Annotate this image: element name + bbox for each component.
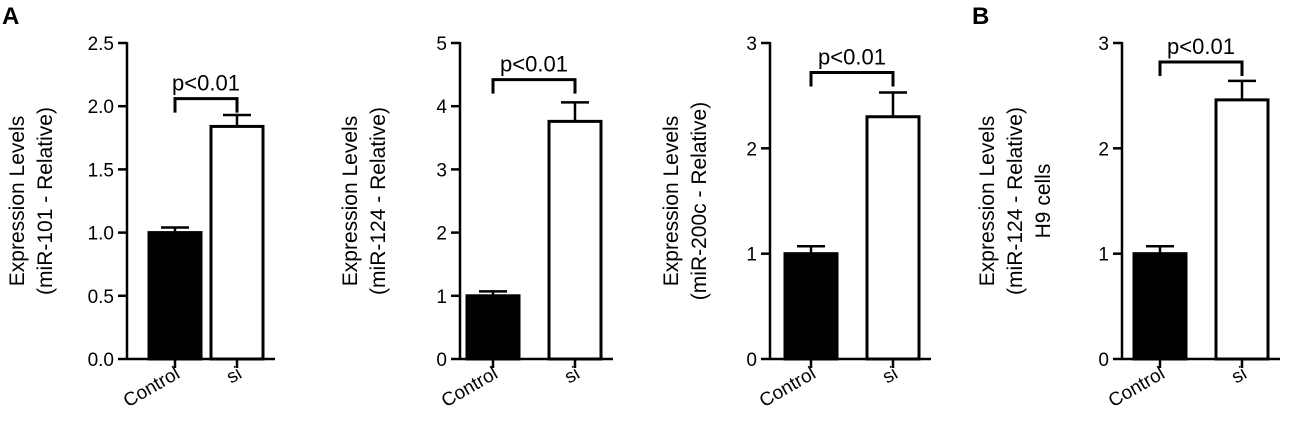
chart-mir-124: 0 1 2 3 4 5 Control si p<0.01 Expression Levels (m… — [339, 34, 613, 412]
chart-mir-200c: 0 1 2 3 Control si p<0.01 Expression Levels (miR… — [660, 34, 931, 412]
y-tick-label: 0.5 — [88, 287, 114, 308]
y-tick-label: 5 — [436, 34, 447, 55]
significance-bracket — [1158, 60, 1244, 76]
y-tick-label: 0 — [746, 350, 757, 371]
significance-label: p<0.01 — [1167, 34, 1235, 59]
category-label: si — [879, 363, 901, 388]
bar-si — [1214, 98, 1270, 361]
significance-label: p<0.01 — [818, 44, 886, 69]
category-label: Control — [120, 363, 184, 412]
y-tick-label: 1 — [746, 245, 757, 266]
y-tick-label: 2 — [436, 224, 447, 245]
y-tick-label: 0 — [1098, 350, 1109, 371]
y-tick-label: 3 — [746, 34, 757, 55]
y-axis-label: H9 cells — [1032, 164, 1055, 239]
y-tick-label: 4 — [436, 97, 447, 118]
significance-label: p<0.01 — [172, 71, 240, 96]
y-tick-label: 2 — [1098, 139, 1109, 160]
y-tick-label: 1 — [1098, 245, 1109, 266]
significance-bracket — [809, 70, 895, 87]
category-label: si — [1228, 363, 1250, 388]
y-tick-label: 0 — [436, 350, 447, 371]
y-tick-label: 2 — [746, 139, 757, 160]
y-axis-label: Expression Levels — [660, 116, 683, 286]
chart-mir-101: 0.0 0.5 1.0 1.5 2.0 2.5 Control si p<0.01 Express… — [6, 34, 275, 412]
category-label: Control — [438, 363, 502, 412]
y-axis-label: Expression Levels — [339, 116, 362, 286]
y-axis-label: (miR-124 - Relative) — [367, 107, 390, 295]
category-label: si — [223, 363, 245, 388]
significance-bracket — [173, 97, 239, 113]
panel-label-b: B — [972, 3, 989, 30]
y-axis-label: (miR-101 - Relative) — [34, 107, 57, 295]
bar-control — [783, 252, 839, 361]
category-label: Control — [756, 363, 820, 412]
bar-control — [465, 294, 521, 361]
significance-bracket — [491, 78, 577, 94]
bar-control — [1132, 252, 1188, 361]
category-label: si — [561, 363, 583, 388]
y-tick-label: 0.0 — [88, 350, 114, 371]
y-axis-label: Expression Levels — [976, 116, 999, 286]
bar-control — [147, 231, 203, 361]
y-axis-label: Expression Levels — [6, 116, 29, 286]
y-tick-label: 2.5 — [88, 34, 114, 55]
y-tick-label: 1.5 — [88, 160, 114, 181]
y-tick-label: 2.0 — [88, 97, 114, 118]
y-tick-label: 1 — [436, 287, 447, 308]
y-axis-label: (miR-124 - Relative) — [1004, 107, 1027, 295]
chart-mir-124-h9: 0 1 2 3 Control si p<0.01 Expression Levels (miR… — [976, 34, 1280, 412]
bar-si — [865, 115, 921, 361]
significance-label: p<0.01 — [500, 52, 568, 77]
category-label: Control — [1105, 363, 1169, 412]
y-tick-label: 3 — [1098, 34, 1109, 55]
panel-label-a: A — [2, 3, 19, 30]
y-axis-label: (miR-200c - Relative) — [688, 102, 711, 300]
bar-si — [209, 124, 265, 361]
y-tick-label: 1.0 — [88, 224, 114, 245]
y-tick-label: 3 — [436, 160, 447, 181]
bar-si — [547, 119, 603, 361]
